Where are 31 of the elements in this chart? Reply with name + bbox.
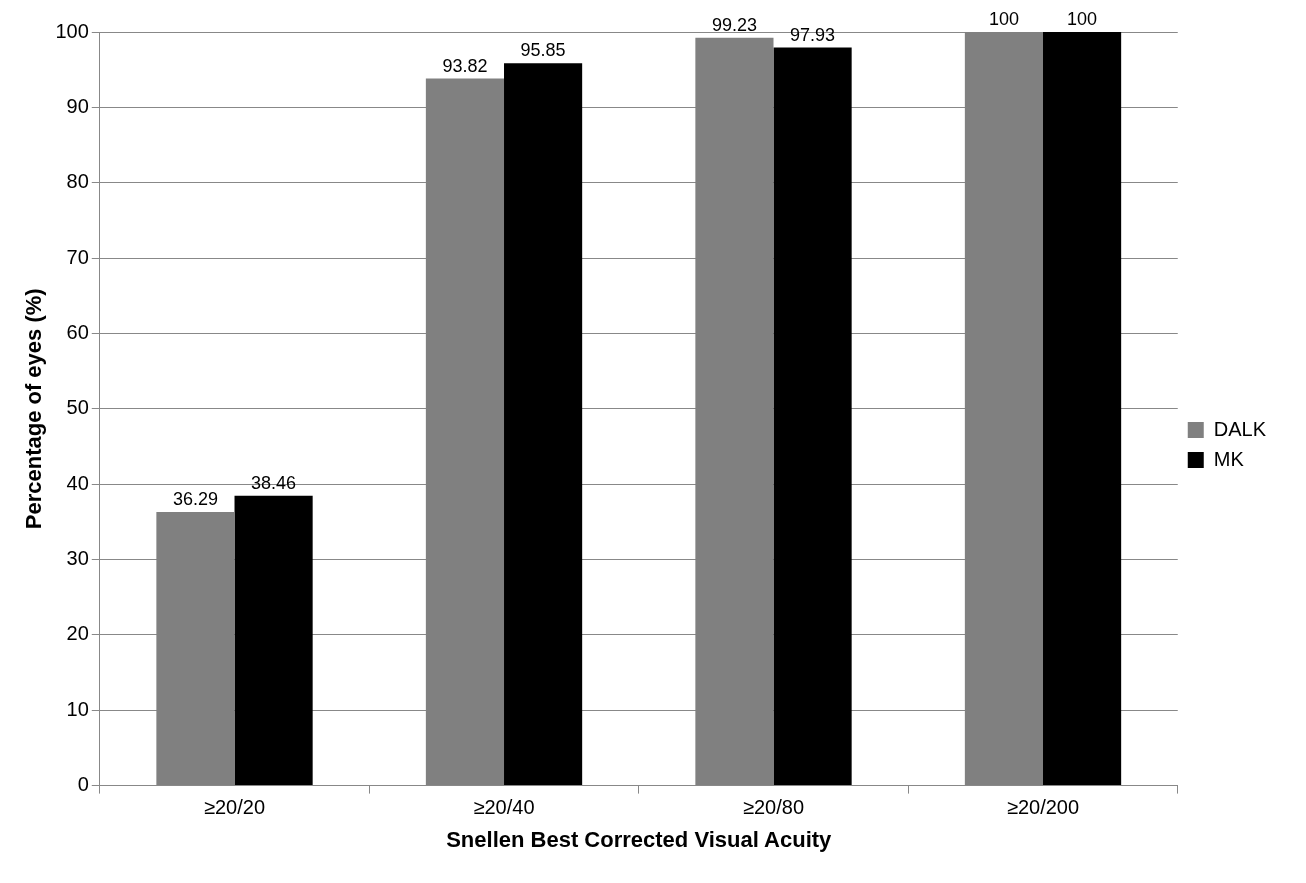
x-tick-label: ≥20/40 <box>473 796 535 819</box>
bar <box>1043 32 1122 786</box>
x-tick-label: ≥20/200 <box>1006 796 1080 819</box>
y-axis-title: Percentage of eyes (%) <box>21 288 47 530</box>
y-tick-label: 50 <box>66 396 89 419</box>
data-label: 100 <box>1067 8 1098 29</box>
y-tick-label: 20 <box>66 622 89 645</box>
data-label: 97.93 <box>790 24 836 45</box>
legend-label: MK <box>1213 447 1245 470</box>
x-tick-label: ≥20/80 <box>742 796 805 819</box>
data-label: 36.29 <box>172 489 218 510</box>
y-tick-label: 90 <box>66 94 89 117</box>
legend-label: DALK <box>1213 417 1267 440</box>
y-tick-label: 70 <box>66 245 89 268</box>
x-tick-label: ≥20/20 <box>204 796 266 819</box>
data-label: 95.85 <box>520 40 566 61</box>
y-tick-label: 60 <box>66 320 89 343</box>
y-tick-label: 100 <box>55 19 89 42</box>
bar <box>504 63 583 786</box>
bar <box>234 495 313 786</box>
y-tick-label: 40 <box>66 471 89 494</box>
data-label: 99.23 <box>711 14 757 35</box>
data-label: 100 <box>988 8 1019 29</box>
y-tick-label: 80 <box>66 170 89 193</box>
y-tick-label: 0 <box>77 773 89 796</box>
x-axis-title: Snellen Best Corrected Visual Acuity <box>446 826 833 852</box>
y-tick-label: 10 <box>66 697 89 720</box>
data-label: 93.82 <box>442 55 488 76</box>
data-label: 38.46 <box>251 472 297 493</box>
bar <box>773 47 852 786</box>
y-tick-label: 30 <box>66 547 89 570</box>
